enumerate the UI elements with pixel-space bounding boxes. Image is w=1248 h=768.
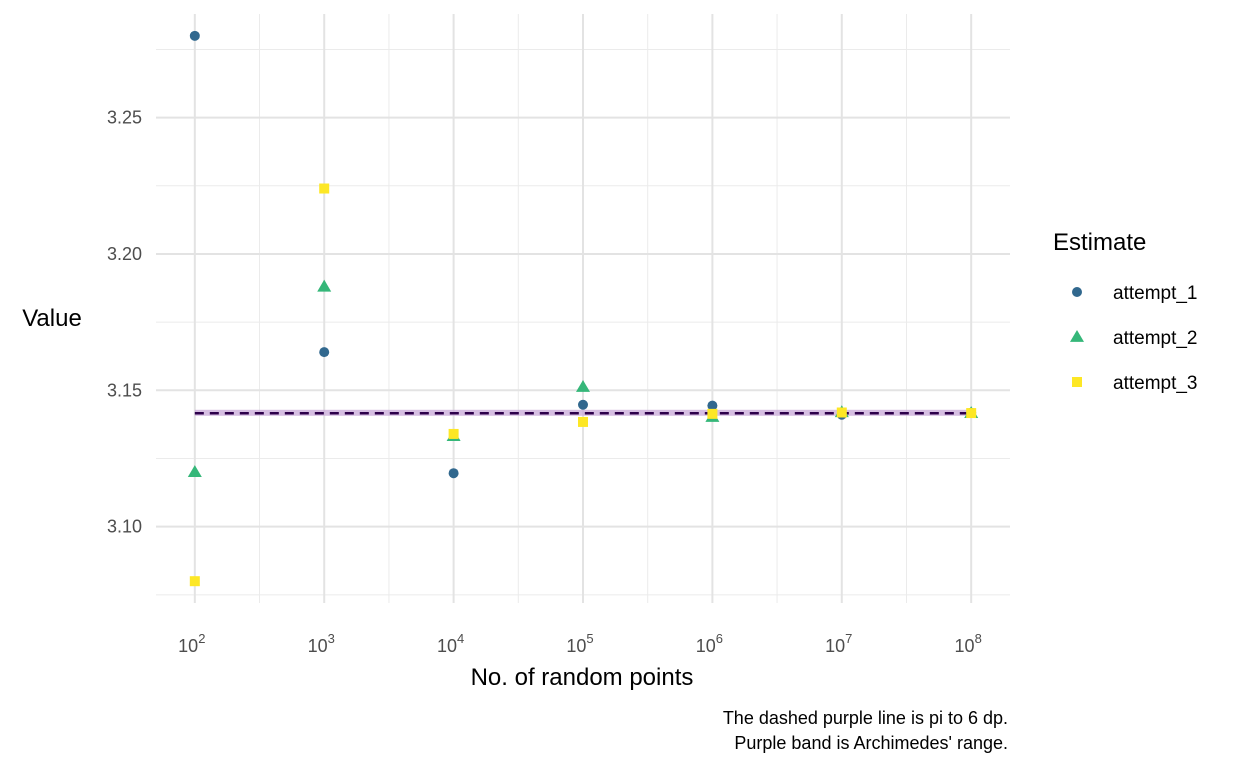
reference-band — [194, 409, 972, 416]
reference-band-layer — [194, 409, 972, 416]
point-attempt_1 — [189, 30, 200, 41]
point-attempt_3 — [836, 407, 847, 418]
y-tick-label: 3.25 — [107, 108, 142, 128]
legend-key-attempt_3 — [1072, 377, 1082, 387]
point-attempt_1 — [707, 400, 718, 411]
point-attempt_2 — [576, 380, 590, 392]
point-attempt_3 — [319, 183, 330, 194]
point-attempt_1 — [319, 347, 330, 358]
x-tick-label: 105 — [566, 631, 593, 656]
x-axis-title: No. of random points — [471, 664, 694, 691]
x-tick-label: 108 — [955, 631, 982, 656]
point-attempt_3 — [966, 408, 977, 419]
y-tick-label: 3.15 — [107, 380, 142, 400]
x-tick-label: 102 — [178, 631, 205, 656]
x-tick-labels: 102 103 104 105 106 107 108 — [178, 631, 982, 656]
legend: Estimate attempt_1 attempt_2 attempt_3 — [1053, 229, 1198, 394]
y-axis-title: Value — [22, 305, 82, 332]
point-attempt_2 — [317, 279, 332, 292]
grid-major — [156, 14, 1010, 603]
legend-key-attempt_1 — [1072, 287, 1082, 297]
point-attempt_3 — [707, 408, 718, 419]
point-attempt_3 — [448, 428, 459, 439]
legend-key-attempt_2 — [1070, 330, 1084, 342]
legend-label-attempt_3: attempt_3 — [1113, 373, 1198, 394]
point-attempt_1 — [448, 468, 459, 479]
points-layer — [187, 30, 979, 587]
y-tick-label: 3.10 — [107, 517, 142, 537]
point-attempt_2 — [187, 465, 202, 478]
x-tick-label: 107 — [825, 631, 852, 656]
legend-label-attempt_2: attempt_2 — [1113, 328, 1198, 349]
x-tick-label: 104 — [437, 631, 464, 656]
caption: The dashed purple line is pi to 6 dp. Pu… — [723, 708, 1008, 753]
caption-line-1: The dashed purple line is pi to 6 dp. — [723, 708, 1008, 728]
y-tick-label: 3.20 — [107, 244, 142, 264]
point-attempt_3 — [578, 416, 588, 427]
point-attempt_3 — [189, 576, 200, 587]
legend-title: Estimate — [1053, 229, 1146, 256]
legend-items: attempt_1 attempt_2 attempt_3 — [1070, 283, 1198, 394]
point-attempt_1 — [578, 399, 588, 410]
caption-line-2: Purple band is Archimedes' range. — [734, 733, 1008, 753]
legend-label-attempt_1: attempt_1 — [1113, 283, 1198, 304]
y-tick-labels: 3.10 3.15 3.20 3.25 — [107, 108, 142, 537]
x-tick-label: 103 — [308, 631, 335, 656]
x-tick-label: 106 — [696, 631, 723, 656]
